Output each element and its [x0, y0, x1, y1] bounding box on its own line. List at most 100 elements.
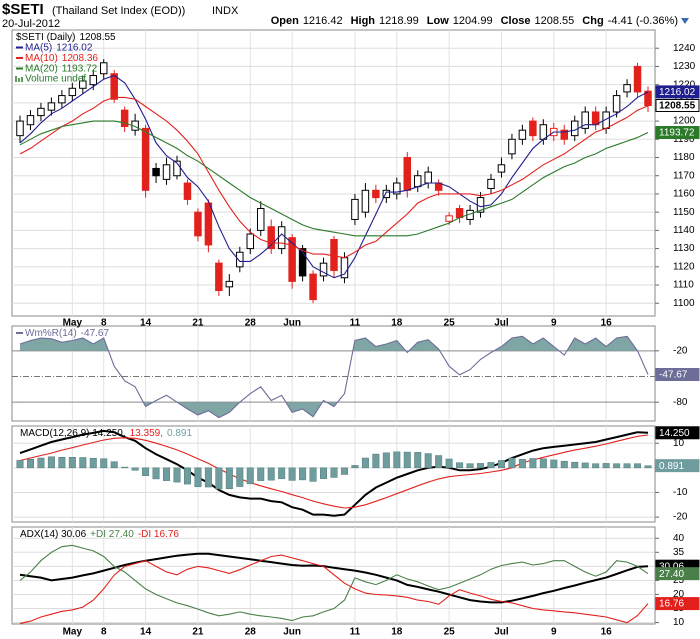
x-tick-label: 21 [192, 318, 204, 329]
histogram-bar [246, 467, 254, 485]
histogram-bar [539, 458, 547, 469]
legend: MACD(12,26,9) 14.250, 13.359, 0.891 [20, 428, 192, 439]
candle-body [16, 120, 24, 137]
y-tick-label: -10 [673, 487, 688, 498]
candle-body [99, 62, 108, 75]
symbol: $SETI [2, 1, 44, 18]
legend-entry: MA(10) 1208.36 [25, 53, 98, 64]
candle-body [110, 73, 118, 100]
candle-body [194, 211, 202, 237]
histogram-bar [634, 463, 642, 469]
histogram-bar [560, 460, 568, 469]
legend-entry: 0.891 [167, 428, 192, 439]
y-tick-label: 1200 [673, 116, 696, 127]
legend: ADX(14) 30.06 +DI 27.40 -DI 16.76 [20, 529, 179, 540]
candle-body [487, 178, 495, 189]
value-tag-label: 27.40 [659, 569, 684, 580]
histogram-bar [267, 467, 275, 481]
candle-body [497, 164, 506, 173]
candle-body [581, 111, 589, 129]
quote-menu-arrow[interactable] [681, 18, 689, 24]
value-tag-label: 14.250 [659, 428, 690, 439]
quote-value: 1218.99 [379, 15, 419, 27]
quote-label: Chg [582, 15, 603, 27]
plot-area [19, 335, 649, 419]
x-tick-label: 25 [444, 627, 456, 638]
candle-body [633, 65, 642, 93]
date: 20-Jul-2012 [2, 18, 60, 30]
exchange: INDX [212, 5, 239, 17]
legend-entry: +DI 27.40 [90, 529, 134, 540]
candle-body [47, 102, 56, 111]
y-tick-label: -80 [673, 397, 688, 408]
histogram-bar [330, 467, 338, 478]
candle-body [570, 120, 579, 137]
series-line [19, 552, 649, 604]
candle-body [529, 120, 537, 137]
candle-body [256, 208, 265, 231]
histogram-bar [550, 459, 558, 469]
legend-value: 1208.36 [62, 53, 99, 64]
x-tick-label: 21 [192, 627, 204, 638]
histogram-bar [602, 463, 610, 469]
quote-label: Low [427, 15, 449, 27]
histogram-bar [340, 467, 348, 475]
series-line [19, 120, 649, 237]
histogram-bar [163, 467, 171, 481]
plot-area [16, 59, 652, 304]
value-tag [655, 85, 700, 99]
x-tick-label: 25 [444, 318, 456, 329]
histogram-bar [497, 460, 505, 469]
panel [11, 526, 656, 625]
legend-value: 1208.55 [79, 32, 116, 43]
x-tick-label: May [63, 627, 83, 638]
histogram-bar [152, 467, 160, 480]
histogram-bar [592, 463, 600, 469]
y-tick-label: 10 [673, 617, 685, 628]
candle-body [215, 262, 223, 291]
histogram-bar [257, 467, 265, 481]
plot-area [19, 544, 649, 624]
legend-symbol [15, 76, 23, 82]
legend-entry: Volume undef [25, 74, 86, 85]
histogram-bar [518, 458, 526, 469]
candle-body [445, 215, 453, 222]
x-tick-label: 9 [551, 627, 557, 638]
value-tag [655, 99, 700, 113]
candle-body [413, 175, 422, 188]
candle-body [68, 87, 77, 97]
histogram-bar [445, 458, 453, 469]
candle-body [141, 127, 150, 191]
index-name: (Thailand Set Index (EOD)) [52, 5, 185, 17]
quote: Open 1216.42 High 1218.99 Low 1204.99 Close 120… [271, 15, 678, 27]
series-line [19, 429, 649, 517]
x-tick-label: 28 [245, 318, 257, 329]
candle-body [58, 95, 66, 104]
histogram-bar [623, 463, 631, 469]
x-tick-label: 18 [391, 627, 403, 638]
quote-value: -4.41 (-0.36%) [608, 15, 678, 27]
candle-body [361, 189, 370, 213]
histogram-bar [309, 467, 317, 482]
candle-body [298, 248, 307, 277]
value-tag-label: -47.67 [659, 370, 688, 381]
legend-name: Wm%R(14) [25, 328, 77, 339]
histogram-bar [477, 463, 485, 469]
value-tag [655, 368, 700, 382]
candle-body [351, 198, 359, 220]
series-line [19, 434, 649, 509]
y-tick-label: 1190 [673, 134, 695, 145]
histogram-bar [613, 463, 621, 469]
legend-entry: MA(5) 1216.02 [25, 42, 93, 53]
histogram-bar [68, 457, 76, 469]
histogram-bar [361, 457, 369, 469]
candle-body [246, 233, 255, 250]
y-tick-label: 1160 [673, 189, 695, 200]
histogram-bar [121, 466, 129, 469]
value-tag [655, 459, 700, 473]
x-tick-label: 8 [101, 318, 107, 329]
x-tick-label: 11 [350, 318, 361, 329]
histogram-bar [571, 461, 579, 469]
legend-entry: MA(20) 1193.72 [25, 63, 98, 74]
